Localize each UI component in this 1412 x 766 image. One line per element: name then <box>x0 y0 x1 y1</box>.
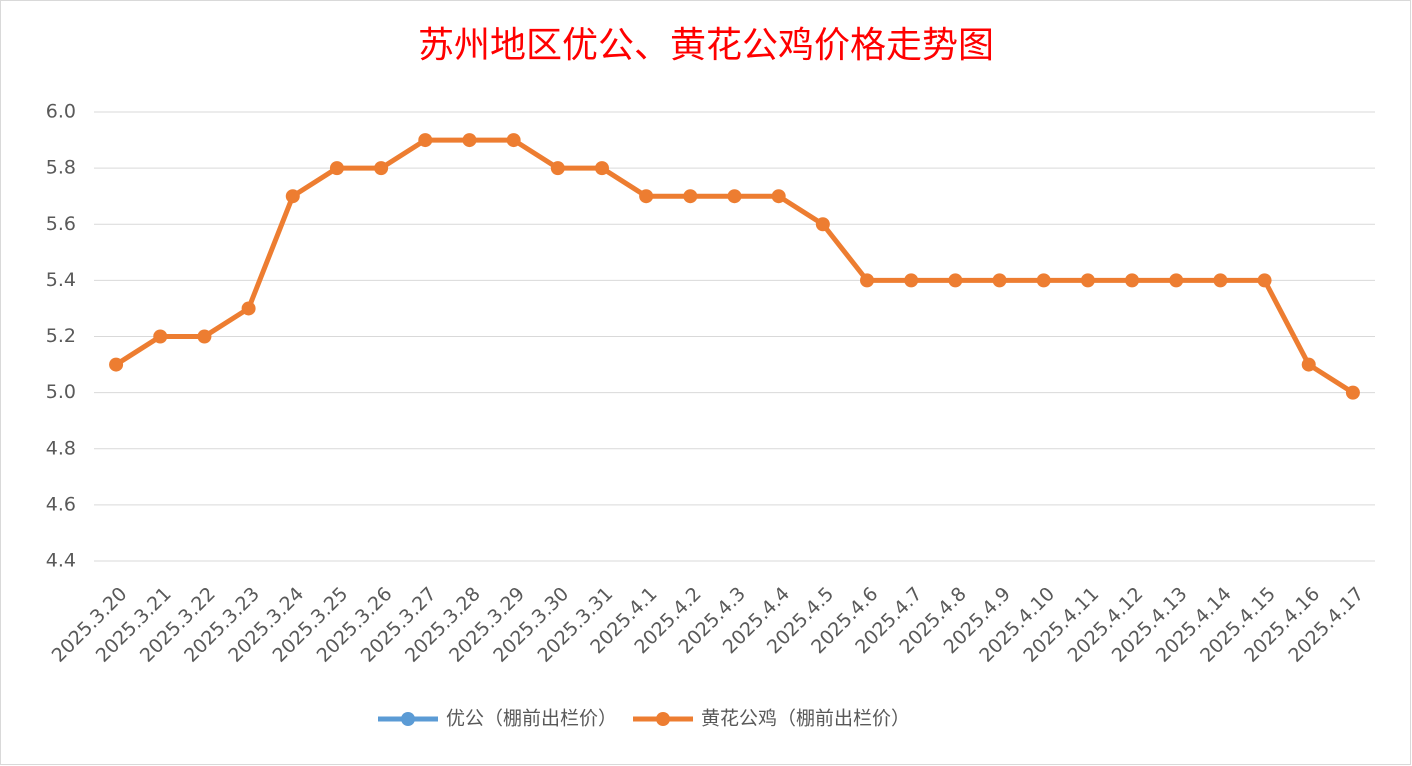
data-point <box>639 189 654 204</box>
data-point <box>594 161 609 176</box>
y-tick-label: 4.8 <box>46 437 76 459</box>
data-point <box>1125 273 1140 288</box>
legend-label: 优公（棚前出栏价） <box>446 708 617 730</box>
data-point <box>285 189 300 204</box>
data-point <box>109 357 124 372</box>
data-point <box>1257 273 1272 288</box>
data-point <box>860 273 875 288</box>
data-point <box>992 273 1007 288</box>
y-tick-label: 5.6 <box>46 213 76 235</box>
legend-marker <box>656 712 671 726</box>
data-point <box>815 217 830 232</box>
data-point <box>374 161 389 176</box>
y-tick-label: 5.2 <box>46 325 76 347</box>
data-point <box>948 273 963 288</box>
data-point <box>153 329 168 344</box>
data-point <box>1301 357 1316 372</box>
data-point <box>550 161 565 176</box>
data-point <box>1036 273 1051 288</box>
y-tick-label: 4.6 <box>46 493 76 515</box>
data-point <box>506 133 521 148</box>
data-point <box>462 133 477 148</box>
data-point <box>771 189 786 204</box>
legend-label: 黄花公鸡（棚前出栏价） <box>701 708 910 730</box>
y-tick-label: 5.4 <box>46 269 76 291</box>
y-tick-label: 6.0 <box>46 101 76 123</box>
y-tick-label: 5.8 <box>46 157 76 179</box>
data-point <box>1169 273 1184 288</box>
chart-title: 苏州地区优公、黄花公鸡价格走势图 <box>418 25 994 66</box>
data-point <box>1213 273 1228 288</box>
data-point <box>418 133 433 148</box>
legend-marker <box>401 712 415 726</box>
data-point <box>1080 273 1095 288</box>
data-point <box>904 273 919 288</box>
data-point <box>241 301 256 316</box>
data-point <box>727 189 742 204</box>
data-point <box>683 189 698 204</box>
data-point <box>329 161 344 176</box>
data-point <box>197 329 212 344</box>
y-tick-label: 4.4 <box>46 550 76 572</box>
y-tick-label: 5.0 <box>46 381 76 403</box>
data-point <box>1345 385 1360 400</box>
